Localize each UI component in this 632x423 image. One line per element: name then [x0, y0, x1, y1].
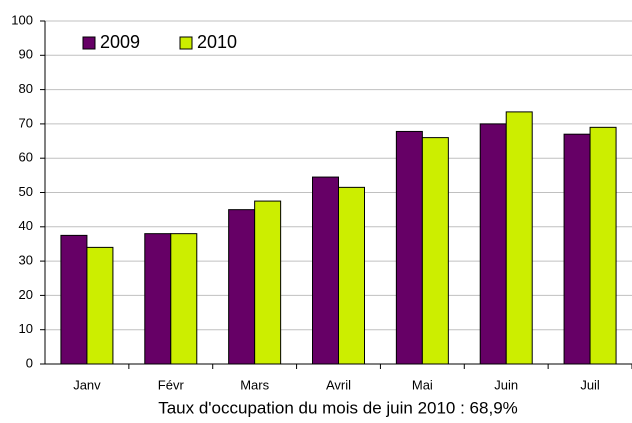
y-tick-label: 70: [19, 115, 33, 130]
legend-label: 2010: [197, 32, 237, 52]
x-tick-label: Juil: [580, 377, 600, 392]
x-tick-label: Juin: [494, 377, 518, 392]
y-tick-label: 40: [19, 218, 33, 233]
bar: [144, 233, 172, 365]
bar: [170, 233, 198, 365]
bar: [312, 176, 339, 365]
y-tick-label: 50: [19, 184, 33, 199]
legend-swatch: [179, 36, 193, 50]
bar: [228, 209, 256, 365]
y-tick-label: 100: [11, 12, 33, 27]
y-tick-label: 60: [19, 150, 33, 165]
y-tick-label: 20: [19, 287, 33, 302]
y-tick-label: 0: [26, 355, 33, 370]
legend-swatch: [82, 36, 96, 50]
bar: [505, 111, 533, 365]
x-tick-label: Mars: [240, 377, 269, 392]
x-tick-label: Janv: [73, 377, 101, 392]
bar: [589, 126, 617, 365]
bar: [338, 186, 365, 365]
bar: [421, 137, 449, 365]
x-tick-label: Avril: [326, 377, 351, 392]
bar: [254, 200, 282, 365]
legend-label: 2009: [100, 32, 140, 52]
x-tick-label: Févr: [158, 377, 185, 392]
bar: [395, 130, 423, 365]
y-tick-label: 90: [19, 47, 33, 62]
bar: [563, 133, 591, 365]
bar: [60, 234, 88, 365]
x-axis-label: Taux d'occupation du mois de juin 2010 :…: [158, 398, 518, 417]
y-tick-label: 30: [19, 253, 33, 268]
y-tick-label: 80: [19, 81, 33, 96]
y-tick-label: 10: [19, 321, 33, 336]
bar: [86, 246, 114, 365]
x-tick-label: Mai: [412, 377, 433, 392]
bar: [479, 123, 507, 365]
